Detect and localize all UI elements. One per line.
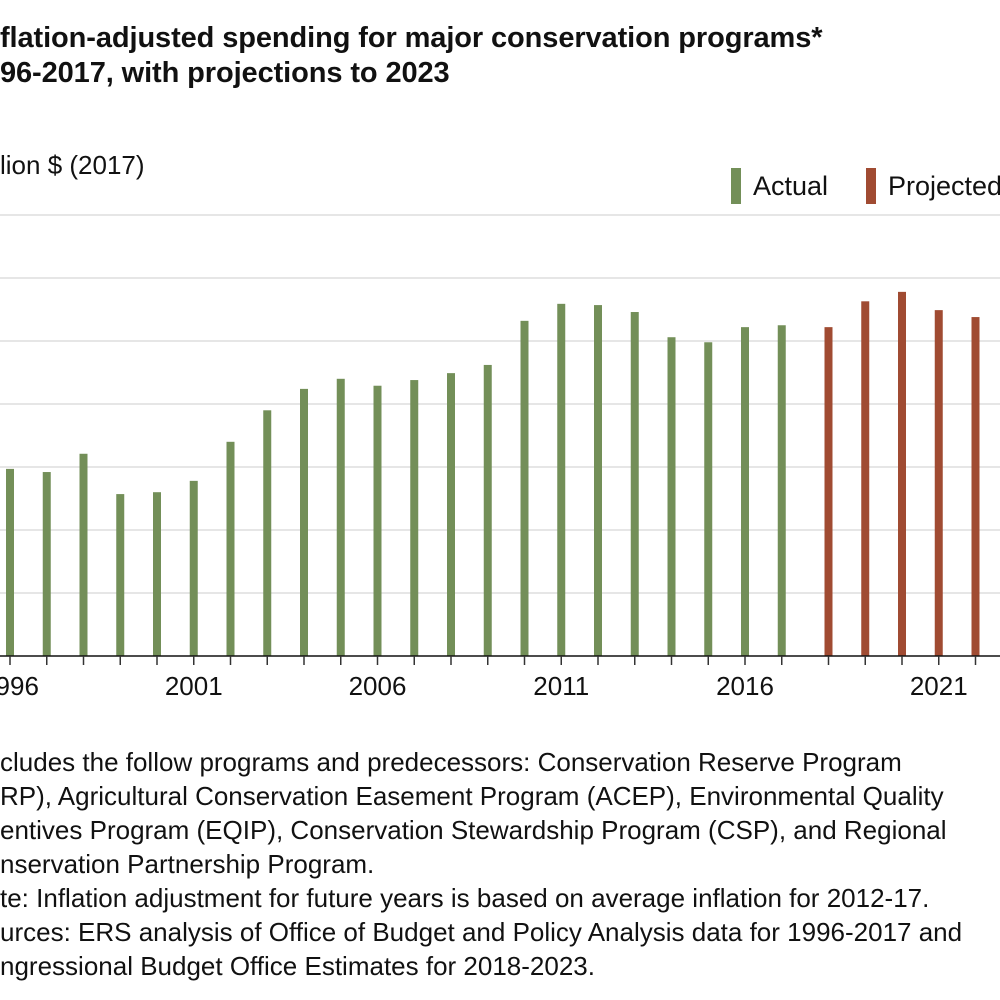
- bar-actual-2007: [410, 380, 419, 656]
- bar-actual-1999: [116, 494, 125, 656]
- bar-actual-2006: [373, 385, 382, 656]
- bar-actual-2015: [704, 342, 713, 656]
- bar-actual-1998: [79, 453, 88, 656]
- bar-actual-2013: [630, 312, 639, 656]
- legend-label-actual: Actual: [753, 170, 829, 201]
- bar-actual-2000: [153, 492, 161, 656]
- legend-swatch-actual: [731, 168, 741, 204]
- x-tick-label: 1996: [0, 671, 39, 701]
- footnote-line: RP), Agricultural Conservation Easement …: [0, 781, 944, 811]
- bar-actual-2010: [520, 320, 529, 656]
- bar-projected-2021: [934, 310, 943, 656]
- bar-actual-2003: [263, 410, 272, 656]
- x-tick-label: 2021: [910, 671, 968, 701]
- chart-title-line-1: flation-adjusted spending for major cons…: [0, 22, 823, 54]
- bar-actual-2016: [741, 327, 749, 656]
- bar-projected-2020: [898, 291, 906, 656]
- footnote-line: urces: ERS analysis of Office of Budget …: [0, 917, 963, 947]
- footnote: cludes the follow programs and predecess…: [0, 745, 962, 983]
- legend-swatch-projected: [866, 168, 876, 204]
- bar-chart: 1996 2001 2006 2011 2016 2021: [0, 214, 1000, 701]
- chart-title-line-2: 96-2017, with projections to 2023: [0, 57, 450, 89]
- bar-projected-2019: [861, 301, 870, 656]
- legend-item-projected: Projected: [866, 168, 1000, 204]
- bar-actual-2011: [557, 303, 566, 656]
- bar-actual-2004: [300, 388, 308, 656]
- legend-item-actual: Actual: [731, 168, 828, 204]
- bar-actual-1996: [6, 468, 14, 656]
- footnote-line: ngressional Budget Office Estimates for …: [0, 951, 595, 981]
- footnote-line: entives Program (EQIP), Conservation Ste…: [0, 815, 947, 845]
- bar-actual-2002: [226, 441, 235, 656]
- bar-actual-2014: [667, 337, 676, 656]
- bar-actual-2017: [777, 325, 786, 656]
- footnote-line: te: Inflation adjustment for future year…: [0, 883, 930, 913]
- footnote-line: nservation Partnership Program.: [0, 849, 375, 879]
- bar-actual-2008: [447, 373, 455, 656]
- bar-projected-2018: [824, 327, 833, 656]
- x-tick-label: 2011: [533, 671, 589, 701]
- x-tick-label: 2001: [165, 671, 223, 701]
- bar-actual-2001: [189, 480, 198, 656]
- bar-projected-2022: [971, 317, 980, 656]
- bar-actual-2009: [483, 364, 492, 656]
- footnote-line: cludes the follow programs and predecess…: [0, 747, 902, 777]
- bar-actual-2005: [336, 378, 345, 656]
- bar-actual-1997: [42, 472, 51, 656]
- y-axis-label: lion $ (2017): [0, 150, 145, 180]
- legend-label-projected: Projected: [888, 170, 1000, 201]
- bar-actual-2012: [594, 305, 602, 656]
- x-tick-label: 2006: [349, 671, 407, 701]
- x-tick-label: 2016: [716, 671, 774, 701]
